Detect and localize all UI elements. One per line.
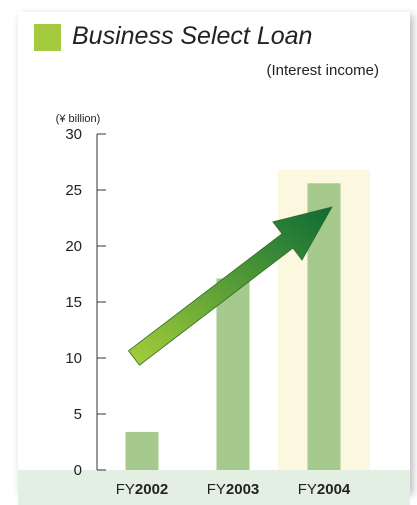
y-tick-label-20: 20 [65,238,82,255]
x-tick-label-2004: FY2004 [298,481,351,498]
title-square-icon [34,24,61,51]
bar-2003 [216,278,250,470]
chart-title: Business Select Loan [72,22,313,50]
y-tick-label-10: 10 [65,350,82,367]
y-axis-unit-label: (¥ billion) [56,113,101,125]
y-tick-label-25: 25 [65,182,82,199]
bar-2002 [125,431,159,470]
y-tick-label-30: 30 [65,126,82,143]
x-tick-label-2003: FY2003 [207,481,260,498]
category-axis-band [18,470,410,505]
y-tick-label-15: 15 [65,294,82,311]
y-tick-label-0: 0 [74,462,82,479]
trend-arrow-icon [127,206,333,366]
chart-subtitle: (Interest income) [266,62,379,79]
x-tick-label-2002: FY2002 [116,481,169,498]
y-tick-label-5: 5 [74,406,82,423]
